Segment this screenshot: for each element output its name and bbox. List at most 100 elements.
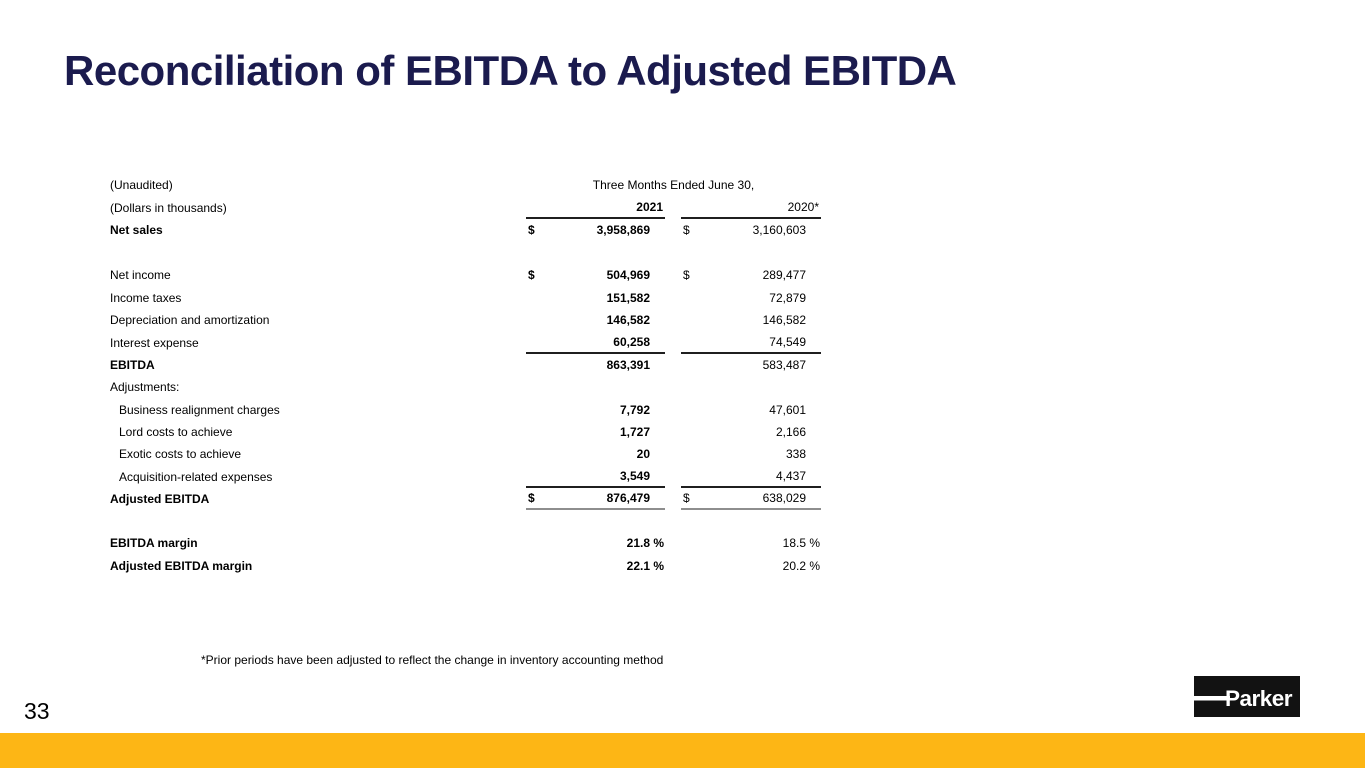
dollar-sign: $ bbox=[528, 268, 535, 283]
table-row: Net sales $3,958,869 $3,160,603 bbox=[110, 219, 822, 241]
column-gap bbox=[665, 376, 681, 398]
column-gap bbox=[665, 287, 681, 309]
row-label: Exotic costs to achieve bbox=[119, 447, 242, 462]
table-row: Lord costs to achieve 1,727 2,166 bbox=[110, 421, 822, 443]
period-header: Three Months Ended June 30, bbox=[592, 178, 755, 193]
column-gap bbox=[665, 196, 681, 218]
value-2020: 638,029 bbox=[762, 491, 806, 506]
table-row: Acquisition-related expenses 3,549 4,437 bbox=[110, 466, 822, 489]
row-label: Income taxes bbox=[110, 290, 182, 305]
value-2021: 3,549 bbox=[619, 468, 650, 483]
dollar-sign: $ bbox=[683, 222, 690, 237]
value-group-2021: $876,479 bbox=[526, 488, 665, 511]
column-gap bbox=[665, 421, 681, 443]
dollar-sign: $ bbox=[528, 222, 535, 237]
value-2021: 1,727 bbox=[619, 425, 650, 440]
column-gap bbox=[665, 532, 681, 554]
table-row: Depreciation and amortization 146,582 146,… bbox=[110, 309, 822, 331]
row-label: Adjustments: bbox=[110, 380, 180, 395]
column-header-2020: 2020* bbox=[681, 196, 821, 219]
value-group-2021: $3,958,869 bbox=[526, 219, 665, 241]
row-label: Lord costs to achieve bbox=[119, 425, 233, 440]
table-row: Income taxes 151,582 72,879 bbox=[110, 287, 822, 309]
column-gap bbox=[665, 309, 681, 331]
row-label: Adjusted EBITDA margin bbox=[110, 558, 253, 573]
row-label: EBITDA margin bbox=[110, 536, 198, 551]
value-group-2021: 20 bbox=[526, 443, 665, 465]
column-gap bbox=[665, 219, 681, 241]
value-2020: 3,160,603 bbox=[752, 222, 806, 237]
value-group-2021: 146,582 bbox=[526, 309, 665, 331]
value-2021: 22.1 % bbox=[626, 558, 664, 573]
row-label: Business realignment charges bbox=[119, 402, 280, 417]
value-group-2020 bbox=[681, 376, 821, 398]
dollar-sign: $ bbox=[683, 491, 690, 506]
table-row: Adjusted EBITDA $876,479 $638,029 bbox=[110, 488, 822, 511]
dollar-sign: $ bbox=[528, 491, 535, 506]
column-gap bbox=[665, 466, 681, 488]
value-group-2020: 47,601 bbox=[681, 399, 821, 421]
value-group-2020: 20.2 % bbox=[681, 554, 821, 576]
value-group-2020: 74,549 bbox=[681, 331, 821, 354]
value-group-2021: 22.1 % bbox=[526, 554, 665, 576]
ebitda-reconciliation-table: (Unaudited) Three Months Ended June 30, … bbox=[110, 174, 822, 577]
table-spacer bbox=[110, 510, 822, 532]
row-label: EBITDA bbox=[110, 357, 155, 372]
table-row: Business realignment charges 7,792 47,601 bbox=[110, 399, 822, 421]
column-gap bbox=[665, 331, 681, 353]
table-spacer bbox=[110, 241, 822, 264]
value-group-2021: 7,792 bbox=[526, 399, 665, 421]
value-group-2020: $3,160,603 bbox=[681, 219, 821, 241]
value-group-2021: 151,582 bbox=[526, 287, 665, 309]
dollars-label: (Dollars in thousands) bbox=[110, 200, 227, 215]
value-2020: 338 bbox=[785, 447, 806, 462]
row-label: Acquisition-related expenses bbox=[119, 469, 273, 484]
value-group-2021: $504,969 bbox=[526, 264, 665, 286]
logo-wordmark: Parker bbox=[1225, 686, 1293, 711]
row-label: Depreciation and amortization bbox=[110, 313, 270, 328]
value-group-2020: $289,477 bbox=[681, 264, 821, 286]
column-gap bbox=[665, 488, 681, 510]
value-group-2020: 4,437 bbox=[681, 466, 821, 489]
footnote: *Prior periods have been adjusted to ref… bbox=[201, 653, 664, 667]
value-2020: 72,879 bbox=[769, 290, 806, 305]
value-group-2020: 2,166 bbox=[681, 421, 821, 443]
value-group-2020: 146,582 bbox=[681, 309, 821, 331]
value-group-2021: 21.8 % bbox=[526, 532, 665, 554]
value-2021: 146,582 bbox=[606, 313, 650, 328]
value-2021: 21.8 % bbox=[626, 536, 664, 551]
value-2020: 20.2 % bbox=[782, 558, 820, 573]
table-header-row-years: (Dollars in thousands) 2021 2020* bbox=[110, 196, 822, 219]
value-2021: 876,479 bbox=[606, 491, 650, 506]
table-rows: Net sales $3,958,869 $3,160,603 Net income $… bbox=[110, 219, 822, 577]
value-group-2020: $638,029 bbox=[681, 488, 821, 511]
value-2021: 504,969 bbox=[606, 268, 650, 283]
table-row: EBITDA margin 21.8 % 18.5 % bbox=[110, 532, 822, 554]
page-number: 33 bbox=[24, 698, 50, 724]
value-group-2021: 3,549 bbox=[526, 466, 665, 489]
table-row: Net income $504,969 $289,477 bbox=[110, 264, 822, 286]
value-2020: 289,477 bbox=[762, 268, 806, 283]
logo-dash bbox=[1194, 696, 1230, 701]
value-2021: 3,958,869 bbox=[596, 222, 650, 237]
row-label: Interest expense bbox=[110, 335, 199, 350]
dollar-sign: $ bbox=[683, 268, 690, 283]
value-group-2021: 60,258 bbox=[526, 331, 665, 354]
value-group-2020: 583,487 bbox=[681, 354, 821, 376]
value-2020: 4,437 bbox=[775, 468, 806, 483]
value-2021: 60,258 bbox=[613, 334, 650, 349]
unaudited-label: (Unaudited) bbox=[110, 178, 173, 193]
value-2020: 2,166 bbox=[775, 425, 806, 440]
value-2021: 151,582 bbox=[606, 290, 650, 305]
year-2021-label: 2021 bbox=[636, 199, 663, 214]
column-gap bbox=[665, 264, 681, 286]
column-gap bbox=[665, 443, 681, 465]
value-2020: 18.5 % bbox=[782, 536, 820, 551]
value-group-2020: 72,879 bbox=[681, 287, 821, 309]
value-2020: 583,487 bbox=[762, 357, 806, 372]
column-header-2021: 2021 bbox=[526, 196, 665, 219]
year-2020-label: 2020* bbox=[787, 199, 819, 214]
value-group-2021 bbox=[526, 376, 665, 398]
table-header-row-period: (Unaudited) Three Months Ended June 30, bbox=[110, 174, 822, 196]
table-row: EBITDA 863,391 583,487 bbox=[110, 354, 822, 376]
